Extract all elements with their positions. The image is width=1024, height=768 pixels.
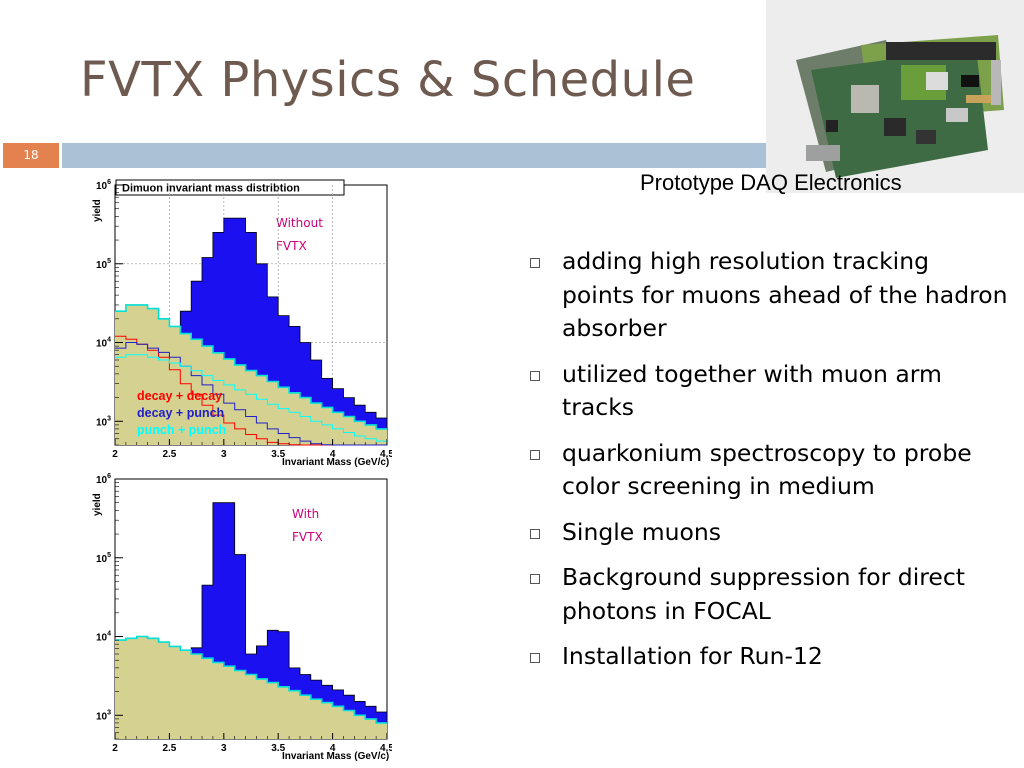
legend-decay-decay: decay + decay bbox=[137, 389, 222, 403]
y-tick-label: 106 bbox=[96, 179, 111, 192]
legend-punch-punch: punch + punch bbox=[137, 423, 226, 437]
histogram-background bbox=[115, 304, 387, 445]
bullet-text: adding high resolution tracking points f… bbox=[562, 247, 1008, 342]
y-tick-label: 103 bbox=[96, 709, 111, 722]
background-outline bbox=[115, 635, 387, 724]
y-tick-label: 105 bbox=[96, 552, 111, 565]
annotation-line2: FVTX bbox=[292, 530, 323, 544]
annotation-line1: Without bbox=[276, 216, 323, 230]
bullet-text: Single muons bbox=[562, 517, 722, 546]
histogram-background bbox=[115, 636, 387, 739]
y-tick-label: 106 bbox=[96, 473, 111, 486]
bullet-item: adding high resolution tracking points f… bbox=[528, 245, 1008, 346]
y-tick-label: 104 bbox=[96, 631, 111, 644]
x-axis-label: Invariant Mass (GeV/c) bbox=[282, 457, 389, 468]
x-tick-label: 2 bbox=[112, 743, 118, 754]
plot-with-fvtx: With FVTX Invariant Mass (GeV/c) yield 2… bbox=[82, 470, 392, 762]
x-tick-label: 2.5 bbox=[162, 449, 176, 460]
x-tick-label: 4.5 bbox=[380, 743, 392, 754]
x-tick-label: 4 bbox=[330, 449, 336, 460]
bullet-text: utilized together with muon arm tracks bbox=[562, 359, 942, 422]
y-axis-label: yield bbox=[92, 493, 103, 516]
bullet-list: adding high resolution tracking points f… bbox=[528, 245, 1008, 686]
x-tick-label: 3 bbox=[221, 743, 227, 754]
annotation-line2: FVTX bbox=[276, 239, 307, 253]
square-bullet-icon bbox=[530, 449, 540, 460]
x-tick-label: 4 bbox=[330, 743, 336, 754]
bullet-item: Background suppression for direct photon… bbox=[528, 561, 1008, 628]
y-tick-label: 105 bbox=[96, 258, 111, 271]
annotation-line1: With bbox=[292, 507, 319, 521]
daq-electronics-photo bbox=[766, 0, 1024, 193]
square-bullet-icon bbox=[530, 370, 540, 381]
square-bullet-icon bbox=[530, 653, 540, 663]
x-tick-label: 3 bbox=[221, 449, 227, 460]
y-tick-label: 103 bbox=[96, 415, 111, 428]
plot-title-box bbox=[115, 179, 345, 196]
legend-decay-punch: decay + punch bbox=[137, 406, 224, 420]
square-bullet-icon bbox=[530, 574, 540, 584]
x-tick-label: 3.5 bbox=[271, 743, 285, 754]
bullet-item: utilized together with muon arm tracks bbox=[528, 358, 1008, 425]
bullet-text: quarkonium spectroscopy to probe color s… bbox=[562, 438, 972, 501]
bullet-text: Installation for Run-12 bbox=[562, 642, 823, 670]
bullet-item: Single muons bbox=[528, 516, 1008, 550]
slide-title: FVTX Physics & Schedule bbox=[80, 52, 696, 108]
x-tick-label: 2.5 bbox=[162, 743, 176, 754]
background-outline bbox=[115, 304, 387, 430]
photo-caption: Prototype DAQ Electronics bbox=[640, 170, 902, 195]
bullet-text: Background suppression for direct photon… bbox=[562, 563, 965, 625]
slide-number: 18 bbox=[3, 143, 59, 168]
x-tick-label: 4.5 bbox=[380, 449, 392, 460]
square-bullet-icon bbox=[530, 528, 540, 539]
bullet-item: quarkonium spectroscopy to probe color s… bbox=[528, 437, 1008, 504]
x-tick-label: 2 bbox=[112, 449, 118, 460]
bullet-item: Installation for Run-12 bbox=[528, 640, 1008, 674]
plot-without-fvtx: Dimuon invariant mass distribtion Withou… bbox=[82, 176, 392, 468]
plot-title: Dimuon invariant mass distribtion bbox=[122, 183, 300, 195]
y-tick-label: 104 bbox=[96, 337, 111, 350]
square-bullet-icon bbox=[530, 258, 540, 268]
x-tick-label: 3.5 bbox=[271, 449, 285, 460]
x-axis-label: Invariant Mass (GeV/c) bbox=[282, 751, 389, 762]
y-axis-label: yield bbox=[92, 199, 103, 222]
line-punch-punch bbox=[115, 354, 387, 442]
